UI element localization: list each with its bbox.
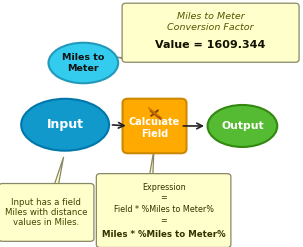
FancyBboxPatch shape — [122, 99, 186, 153]
Ellipse shape — [208, 105, 277, 147]
Ellipse shape — [21, 99, 109, 151]
Polygon shape — [138, 149, 154, 245]
Text: Miles to Meter
Conversion Factor: Miles to Meter Conversion Factor — [167, 12, 254, 32]
Text: Miles to
Meter: Miles to Meter — [62, 53, 105, 73]
FancyBboxPatch shape — [122, 3, 299, 62]
Text: Expression: Expression — [142, 183, 185, 192]
Text: Miles * %Miles to Meter%: Miles * %Miles to Meter% — [102, 230, 225, 239]
Polygon shape — [112, 57, 142, 59]
Text: =: = — [160, 216, 167, 225]
Ellipse shape — [48, 43, 118, 83]
Text: Value = 1609.344: Value = 1609.344 — [155, 40, 266, 50]
FancyBboxPatch shape — [0, 184, 94, 241]
Text: =: = — [160, 193, 167, 202]
Text: Input has a field
Miles with distance
values in Miles.: Input has a field Miles with distance va… — [5, 198, 88, 227]
Text: Input: Input — [47, 118, 84, 131]
Polygon shape — [36, 157, 64, 238]
Text: Output: Output — [221, 121, 264, 131]
Text: Field * %Miles to Meter%: Field * %Miles to Meter% — [114, 205, 214, 214]
FancyBboxPatch shape — [96, 174, 231, 247]
Text: Calculate
Field: Calculate Field — [129, 117, 180, 139]
